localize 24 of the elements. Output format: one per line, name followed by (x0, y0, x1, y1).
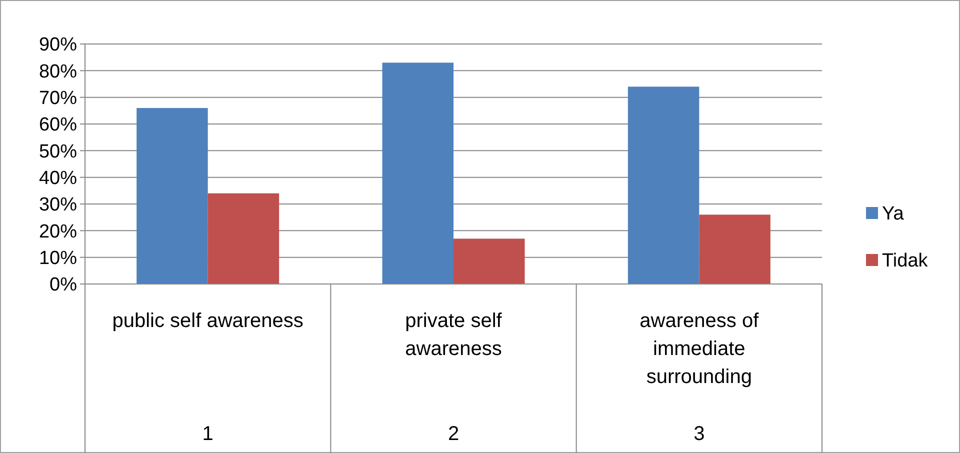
y-tick-label: 50% (38, 141, 78, 162)
y-tick-label: 80% (38, 61, 78, 82)
text: 2 (448, 423, 460, 445)
y-tick-label: 60% (38, 114, 78, 136)
y-tick-label: 90% (38, 34, 78, 56)
bar (382, 62, 454, 284)
bar (628, 86, 700, 284)
y-tick-label: 30% (38, 194, 78, 216)
legend-label: Ya (882, 204, 904, 225)
bar (208, 193, 280, 284)
legend-label: Tidak (882, 250, 928, 272)
y-tick-label: 40% (38, 168, 78, 189)
text: 1 (202, 423, 214, 445)
y-tick-label: 10% (38, 248, 78, 269)
bar (136, 108, 208, 284)
x-tick-label: public self awareness (112, 310, 304, 332)
bar (699, 214, 770, 284)
bar (454, 238, 525, 284)
y-tick-label: 0% (50, 274, 78, 296)
y-tick-label: 70% (38, 88, 78, 109)
x-tick-label: private self awareness (405, 310, 502, 360)
x-tick-label: awareness of immediate surrounding (640, 310, 760, 388)
text: 3 (694, 423, 705, 445)
y-tick-label: 20% (38, 221, 78, 242)
